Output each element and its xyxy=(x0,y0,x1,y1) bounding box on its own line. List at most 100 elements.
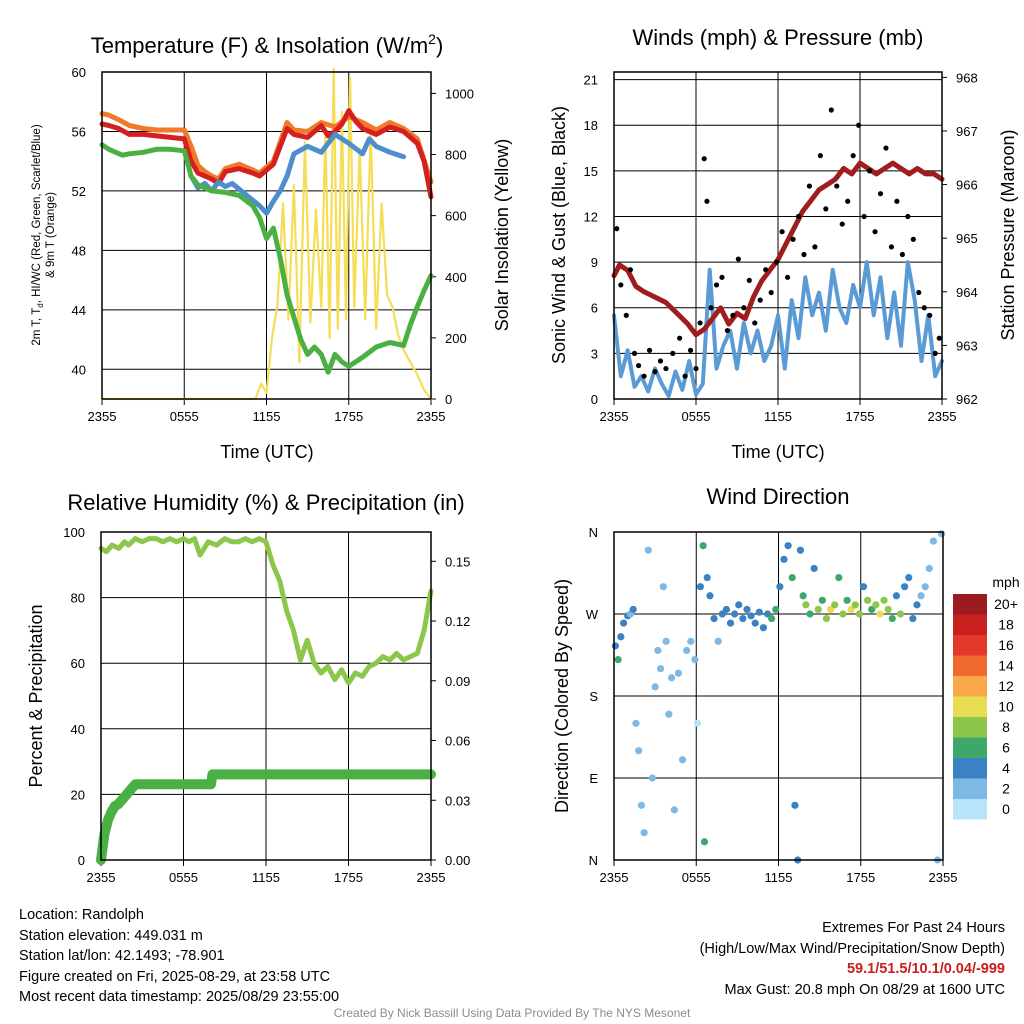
direction-ylabel: Direction (Colored By Speed) xyxy=(552,579,572,813)
x-tick-label: 2355 xyxy=(600,409,629,424)
station-pressure-line xyxy=(611,160,945,338)
x-tick-label: 1755 xyxy=(846,409,875,424)
legend-label: 6 xyxy=(1002,740,1010,756)
direction-point xyxy=(659,583,667,591)
direction-panel: Wind Direction 2355 0555 1155 1755 2355NESWN… xyxy=(552,484,1020,885)
gust-point xyxy=(845,198,851,204)
gust-point xyxy=(877,191,884,197)
direction-point xyxy=(772,605,780,614)
direction-point xyxy=(780,555,788,563)
x-tick-label: 2355 xyxy=(88,409,117,424)
humidity-ylabel: Percent & Precipitation xyxy=(26,604,46,787)
extremes-heading: Extremes For Past 24 Hours xyxy=(822,920,1005,936)
direction-point xyxy=(864,596,872,604)
gust-point xyxy=(768,289,774,296)
gust-point xyxy=(657,358,664,364)
legend-swatch xyxy=(953,737,987,758)
direction-point xyxy=(667,674,676,682)
y-tick-label: 40 xyxy=(72,362,86,377)
station-location: Location: Randolph xyxy=(19,907,144,923)
gust-point xyxy=(763,267,769,273)
direction-point xyxy=(822,614,831,623)
direction-point xyxy=(619,619,628,627)
direction-point xyxy=(703,573,711,582)
station-info: Location: Randolph Station elevation: 44… xyxy=(19,905,339,1008)
gust-point xyxy=(790,236,796,242)
direction-point xyxy=(611,642,619,650)
temperature-xlabel: Time (UTC) xyxy=(220,442,313,462)
extremes-subheading: (High/Low/Max Wind/Precipitation/Snow De… xyxy=(699,940,1005,957)
station-elevation: Station elevation: 449.031 m xyxy=(19,927,203,944)
y-tick-label: 12 xyxy=(584,209,598,224)
y-tick-label: 21 xyxy=(584,73,598,88)
direction-point xyxy=(687,637,695,645)
gust-point xyxy=(627,267,634,273)
direction-point xyxy=(872,601,880,609)
legend-swatch xyxy=(953,696,987,717)
y2-tick-label: 0.00 xyxy=(445,853,470,868)
direction-point xyxy=(731,610,739,618)
x-tick-label: 0555 xyxy=(682,409,711,424)
direction-point xyxy=(759,624,768,632)
dewpoint-line xyxy=(99,142,434,375)
y-tick-label: 56 xyxy=(72,124,86,139)
extremes-values: 59.1/51.5/10.1/0.04/-999 xyxy=(846,961,1005,977)
y-tick-label: 18 xyxy=(584,118,598,133)
temperature-panel: Temperature (F) & Insolation (W/m2) 2355… xyxy=(31,31,512,462)
winds-grid xyxy=(613,72,943,400)
direction-point xyxy=(876,610,884,618)
winds-xlabel: Time (UTC) xyxy=(731,442,824,462)
legend-swatch xyxy=(953,635,987,656)
gust-point xyxy=(682,373,688,379)
gust-point xyxy=(905,213,911,220)
direction-point xyxy=(674,669,683,677)
direction-point xyxy=(726,619,735,627)
humidity-grid xyxy=(100,531,432,861)
legend-swatch xyxy=(953,655,987,676)
gust-point xyxy=(795,213,802,220)
direction-point xyxy=(859,583,868,591)
direction-point xyxy=(699,542,707,550)
y2-tick-label: 962 xyxy=(956,392,978,407)
x-tick-label: 2355 xyxy=(87,870,116,885)
winds-series xyxy=(611,107,945,398)
y2-tick-label: 966 xyxy=(956,178,978,193)
y2-tick-label: 963 xyxy=(956,338,978,353)
gust-point xyxy=(839,221,845,227)
gust-point xyxy=(866,168,873,174)
gust-point xyxy=(817,153,823,159)
direction-series xyxy=(611,530,946,864)
direction-point xyxy=(637,801,646,809)
y2-tick-label: 0.09 xyxy=(445,674,470,689)
direction-point xyxy=(925,564,933,573)
direction-plot-frame xyxy=(613,531,944,861)
y-tick-label: 80 xyxy=(71,591,85,606)
direction-point xyxy=(696,583,704,591)
x-tick-label: 2355 xyxy=(417,409,446,424)
gust-point xyxy=(823,206,829,212)
y2-tick-label: 967 xyxy=(956,124,978,139)
direction-point xyxy=(896,610,905,618)
speed-legend: 20+ 18 16 14 12 10 8 6 4 2 0 xyxy=(953,594,1018,820)
figure-created: Figure created on Fri, 2025-08-29, at 23… xyxy=(19,968,331,985)
direction-point xyxy=(706,592,714,600)
y2-tick-label: 964 xyxy=(956,285,978,300)
direction-point xyxy=(835,573,843,582)
direction-point xyxy=(810,564,818,573)
direction-point xyxy=(751,619,759,627)
gust-point xyxy=(663,365,669,372)
temperature-panel-title: Temperature (F) & Insolation (W/m2) xyxy=(91,31,444,58)
direction-point xyxy=(921,583,929,591)
sonic-wind-line xyxy=(612,260,944,398)
direction-point xyxy=(735,601,743,609)
y-tick-label: 40 xyxy=(71,722,85,737)
gust-point xyxy=(724,327,731,334)
gust-point xyxy=(828,107,834,113)
direction-point xyxy=(788,573,796,582)
x-tick-label: 2355 xyxy=(928,409,957,424)
gust-point xyxy=(697,320,703,326)
x-tick-label: 1755 xyxy=(334,870,363,885)
y2-tick-label: 600 xyxy=(445,209,467,224)
legend-label: 8 xyxy=(1002,719,1010,735)
